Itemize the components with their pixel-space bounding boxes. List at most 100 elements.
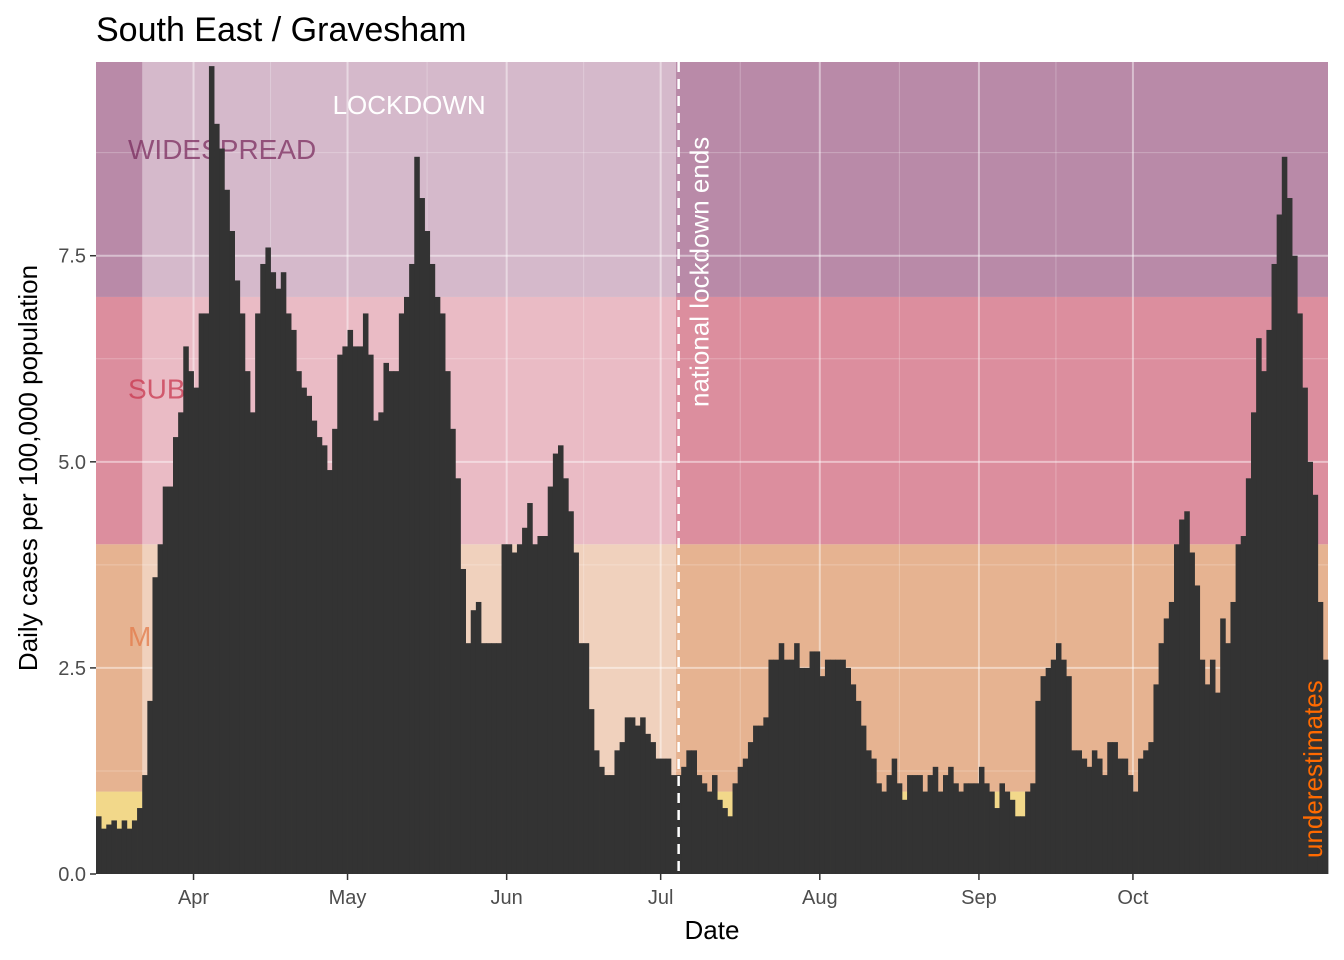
bar	[244, 371, 251, 874]
bar	[357, 346, 364, 874]
bar	[891, 758, 898, 874]
bar	[532, 544, 538, 874]
bar	[717, 799, 723, 874]
bar	[804, 667, 810, 874]
bar	[609, 775, 615, 874]
bar	[414, 156, 420, 875]
bar	[270, 272, 277, 874]
bar	[1276, 214, 1283, 874]
bar	[958, 791, 964, 874]
bar	[167, 486, 174, 874]
bar	[1225, 643, 1231, 874]
bar	[1091, 750, 1098, 874]
bar	[255, 313, 261, 874]
bar	[178, 412, 184, 874]
bar	[101, 828, 107, 874]
bar	[131, 820, 138, 874]
bar	[362, 313, 369, 874]
bar	[1302, 387, 1308, 874]
bar	[917, 775, 923, 874]
bar	[1235, 544, 1242, 874]
bar	[1102, 775, 1108, 874]
bar	[1107, 742, 1113, 874]
bar	[1061, 659, 1067, 874]
bar	[927, 775, 934, 874]
bar	[563, 478, 569, 874]
bar	[984, 783, 990, 874]
bar	[901, 799, 908, 874]
bar	[1066, 676, 1072, 874]
bar	[968, 783, 975, 874]
bar	[111, 820, 117, 874]
bar	[876, 783, 882, 874]
bar	[994, 808, 1000, 874]
bar	[327, 470, 333, 874]
x-tick-label: Jul	[648, 887, 674, 909]
bar	[655, 758, 662, 874]
bar	[404, 296, 410, 874]
bar	[1245, 478, 1252, 874]
axes: 0.0 2.5 5.0 7.5 Apr May Jun Jul Aug Sep Oct	[58, 246, 1149, 909]
lockdown-label: LOCKDOWN	[333, 90, 486, 120]
bar	[439, 313, 446, 874]
bar	[332, 428, 338, 874]
bar	[450, 428, 456, 874]
bar	[1189, 552, 1195, 874]
bar	[840, 659, 846, 874]
bar	[1266, 329, 1272, 874]
bar	[737, 766, 744, 874]
bar	[640, 717, 646, 874]
bar	[665, 758, 672, 874]
bar	[989, 791, 995, 874]
bar	[773, 659, 780, 874]
bar	[1117, 758, 1124, 874]
bar	[691, 750, 697, 874]
bar	[860, 725, 867, 874]
bar	[388, 371, 395, 874]
bar	[1317, 601, 1324, 874]
bar	[265, 247, 271, 874]
bar	[522, 527, 528, 874]
bar	[978, 766, 985, 874]
x-tick-label: Jun	[491, 887, 523, 909]
bar	[193, 387, 200, 874]
bar	[147, 700, 153, 874]
bar	[953, 783, 959, 874]
bar	[881, 791, 887, 874]
bar	[783, 659, 790, 874]
bar	[819, 676, 826, 874]
bar	[506, 544, 513, 874]
bar	[106, 824, 112, 874]
bar	[470, 610, 477, 874]
bar	[855, 700, 862, 874]
bar	[614, 750, 620, 874]
bar	[275, 288, 282, 874]
y-tick-label: 5.0	[58, 452, 86, 474]
bar	[1076, 750, 1082, 874]
bar	[789, 659, 795, 874]
case-bars: MSUBWIDESPREAD	[96, 66, 1329, 875]
bar	[558, 445, 564, 874]
bar	[645, 733, 651, 874]
bar	[239, 313, 246, 874]
bar	[932, 766, 939, 874]
bar	[1184, 511, 1190, 874]
bar	[198, 313, 205, 874]
bar	[1209, 659, 1216, 874]
underestimates-label: underestimates	[1298, 680, 1328, 858]
bar	[527, 503, 533, 874]
bar	[152, 577, 158, 874]
bar	[1112, 742, 1118, 874]
bar	[1240, 536, 1247, 874]
bar	[753, 725, 759, 874]
bar	[445, 371, 451, 874]
bar	[393, 371, 400, 874]
bar	[429, 263, 436, 874]
bar	[337, 354, 343, 874]
bar	[368, 354, 374, 874]
bar	[157, 544, 164, 874]
bar	[1097, 758, 1103, 874]
bar	[624, 717, 631, 874]
bar	[214, 123, 220, 875]
bar	[681, 766, 687, 874]
